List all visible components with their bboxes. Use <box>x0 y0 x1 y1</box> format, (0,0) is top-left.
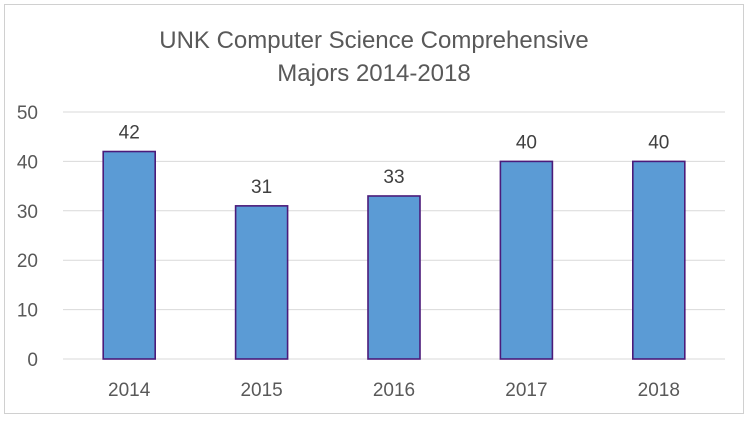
bar-2014 <box>102 150 156 360</box>
data-label-2015: 31 <box>251 177 272 198</box>
bar-2017 <box>499 160 554 360</box>
bar-2016 <box>367 195 421 360</box>
y-tick-label: 50 <box>17 103 38 124</box>
y-tick-label: 0 <box>27 350 38 371</box>
y-axis-ticks: 0 10 20 30 40 50 <box>17 103 38 371</box>
data-labels: 42 31 33 40 40 <box>119 123 670 198</box>
x-tick-label-2016: 2016 <box>373 380 415 401</box>
data-label-2017: 40 <box>516 132 537 153</box>
y-tick-label: 20 <box>17 251 38 272</box>
x-tick-label-2014: 2014 <box>108 380 151 401</box>
x-tick-label-2017: 2017 <box>505 380 547 401</box>
data-label-2014: 42 <box>119 123 140 144</box>
bars <box>102 150 686 360</box>
bar-2015 <box>234 205 289 360</box>
y-tick-label: 30 <box>17 202 38 223</box>
data-label-2016: 33 <box>383 167 404 188</box>
x-tick-label-2015: 2015 <box>240 380 282 401</box>
x-tick-label-2018: 2018 <box>638 380 680 401</box>
y-tick-label: 10 <box>17 301 38 322</box>
chart-title-line-1: UNK Computer Science Comprehensive <box>159 27 589 54</box>
x-axis-ticks: 2014 2015 2016 2017 2018 <box>108 380 680 401</box>
chart-title-line-2: Majors 2014-2018 <box>277 60 470 87</box>
gridlines <box>63 111 725 360</box>
y-tick-label: 40 <box>17 152 38 173</box>
data-label-2018: 40 <box>648 132 669 153</box>
bar-2018 <box>631 160 686 360</box>
